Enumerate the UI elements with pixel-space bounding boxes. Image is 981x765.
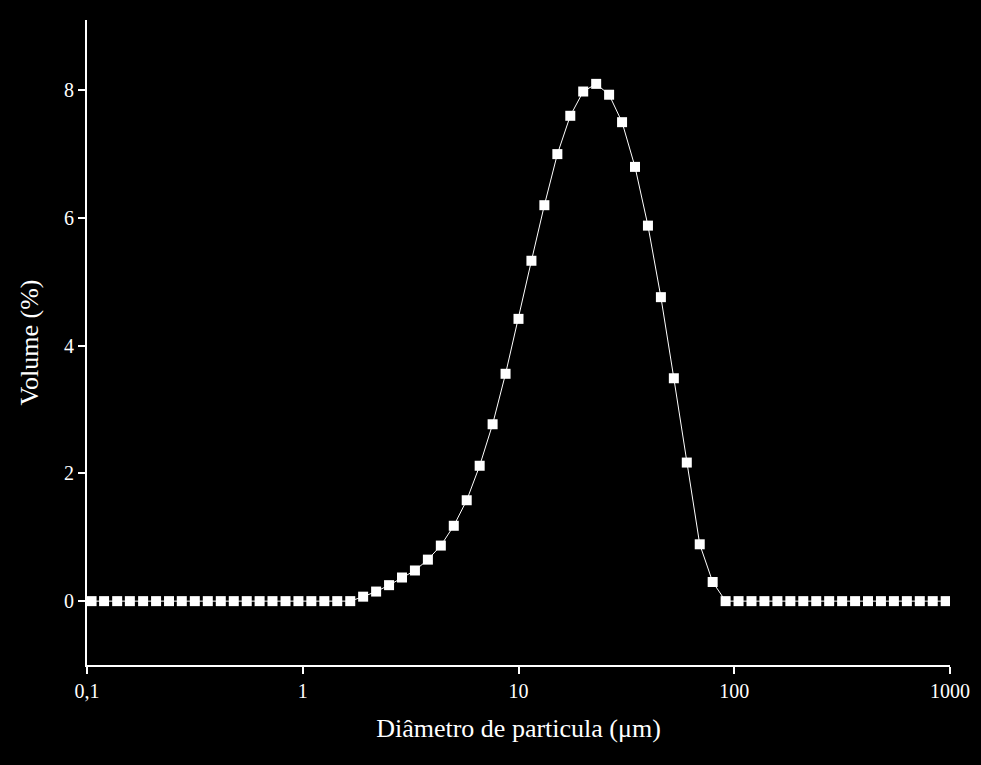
svg-text:0,1: 0,1 [75,680,100,702]
svg-text:1: 1 [298,680,308,702]
svg-text:6: 6 [64,207,74,229]
svg-text:8: 8 [64,79,74,101]
svg-text:1000: 1000 [930,680,970,702]
svg-text:10: 10 [509,680,529,702]
svg-text:0: 0 [64,590,74,612]
svg-text:2: 2 [64,462,74,484]
svg-text:100: 100 [719,680,749,702]
svg-text:4: 4 [64,335,74,357]
svg-text:Volume (%): Volume (%) [15,280,44,406]
svg-text:Diâmetro de particula (μm): Diâmetro de particula (μm) [376,714,661,743]
